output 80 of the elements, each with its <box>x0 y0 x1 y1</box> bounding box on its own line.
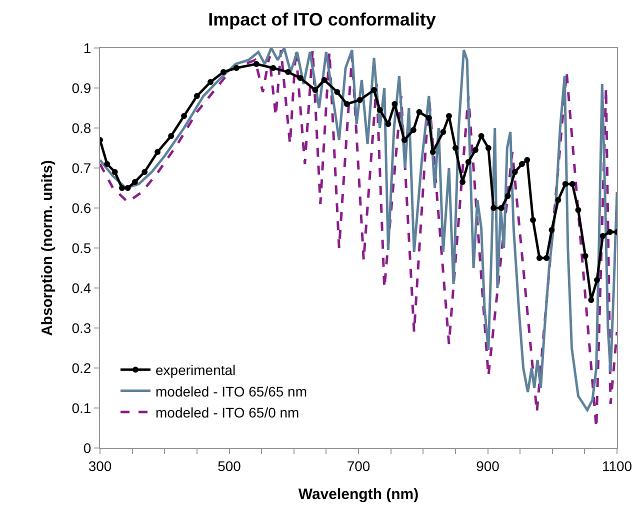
x-axis-title: Wavelength (nm) <box>298 486 419 503</box>
x-tick-label: 700 <box>346 458 370 474</box>
point <box>312 87 318 93</box>
point <box>555 197 562 203</box>
y-tick-label: 0.5 <box>72 240 92 256</box>
point <box>498 205 504 211</box>
point <box>371 87 378 93</box>
y-tick-label: 0.7 <box>72 160 92 176</box>
point <box>334 89 340 95</box>
point <box>478 133 484 139</box>
y-axis-title: Absorption (norm. units) <box>38 160 56 336</box>
point <box>181 113 188 119</box>
y-tick-label: 1 <box>83 40 92 56</box>
point <box>253 61 260 67</box>
y-tick-label: 0.2 <box>72 360 92 376</box>
y-tick-label: 0 <box>83 440 92 456</box>
point <box>562 181 568 187</box>
point <box>142 169 148 175</box>
point <box>154 149 161 155</box>
y-tick-label: 0.9 <box>72 80 92 96</box>
point <box>452 145 458 151</box>
point <box>124 185 131 191</box>
point <box>194 93 200 99</box>
point <box>490 205 497 211</box>
point <box>569 181 576 187</box>
point <box>530 217 536 223</box>
point <box>233 65 240 71</box>
y-tick-label: 0.8 <box>72 120 92 136</box>
point <box>104 161 110 167</box>
point <box>485 145 492 151</box>
point <box>440 129 446 135</box>
x-tick-label: 900 <box>476 458 500 474</box>
point <box>548 227 555 233</box>
point <box>410 127 416 133</box>
point <box>132 179 138 185</box>
point <box>416 109 422 115</box>
point <box>392 101 398 107</box>
point <box>575 207 582 213</box>
point <box>600 233 606 239</box>
point <box>297 75 304 81</box>
point <box>220 69 226 75</box>
y-tick-label: 0.6 <box>72 200 92 216</box>
point <box>504 193 511 199</box>
legend-label: modeled - ITO 65/0 nm <box>156 404 300 420</box>
y-tick-label: 0.1 <box>72 400 92 416</box>
point <box>270 65 276 71</box>
point <box>536 255 542 261</box>
point <box>512 169 518 175</box>
point <box>112 169 118 175</box>
point <box>168 133 174 139</box>
point <box>401 137 408 143</box>
point <box>582 253 588 259</box>
point <box>524 157 530 163</box>
point <box>465 159 472 165</box>
point <box>606 229 613 235</box>
point <box>460 179 466 185</box>
point <box>321 77 328 83</box>
legend-label: experimental <box>156 362 236 378</box>
point <box>285 69 292 75</box>
point <box>544 255 550 261</box>
x-tick-label: 300 <box>88 458 112 474</box>
point <box>588 297 594 303</box>
point <box>446 113 452 119</box>
y-tick-label: 0.4 <box>72 280 92 296</box>
point <box>594 277 600 283</box>
point <box>356 97 363 103</box>
point <box>118 185 125 191</box>
point <box>344 101 350 107</box>
point <box>426 115 432 121</box>
point <box>430 149 436 155</box>
y-tick-label: 0.3 <box>72 320 92 336</box>
point <box>376 107 383 113</box>
point <box>519 161 525 167</box>
x-tick-label: 1100 <box>602 458 632 474</box>
chart-title: Impact of ITO conformality <box>208 9 436 30</box>
point <box>385 121 392 127</box>
point <box>472 147 478 153</box>
x-tick-label: 500 <box>218 458 242 474</box>
legend-label: modeled - ITO 65/65 nm <box>156 383 307 400</box>
point <box>208 79 214 85</box>
